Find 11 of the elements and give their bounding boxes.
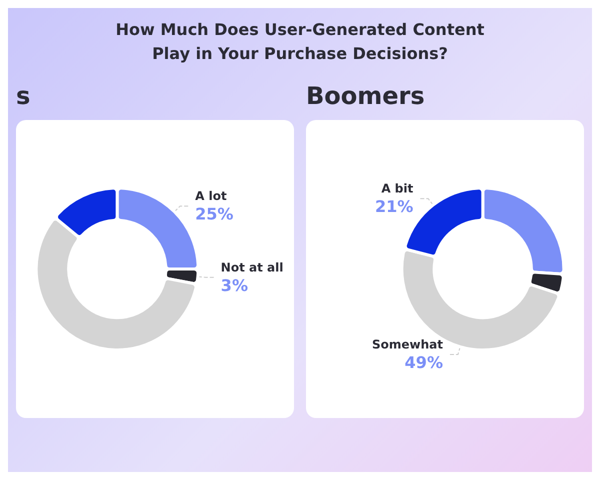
slice-label: Somewhat [372, 337, 444, 352]
slice-label: A lot [195, 189, 227, 204]
slice-label: Not at all [220, 260, 284, 274]
data-label: 3% [220, 276, 248, 295]
chart-title: Boomers [306, 82, 426, 112]
data-label: 49% [404, 352, 443, 372]
chart-subtitle: s [16, 82, 32, 112]
chart-title: How Much Does User-Generated Content Play in Your Purchase Decisions? [114, 19, 486, 65]
data-label: 25% [195, 204, 234, 224]
slice-label: A bit [381, 182, 414, 196]
data-label: 21% [374, 197, 414, 216]
